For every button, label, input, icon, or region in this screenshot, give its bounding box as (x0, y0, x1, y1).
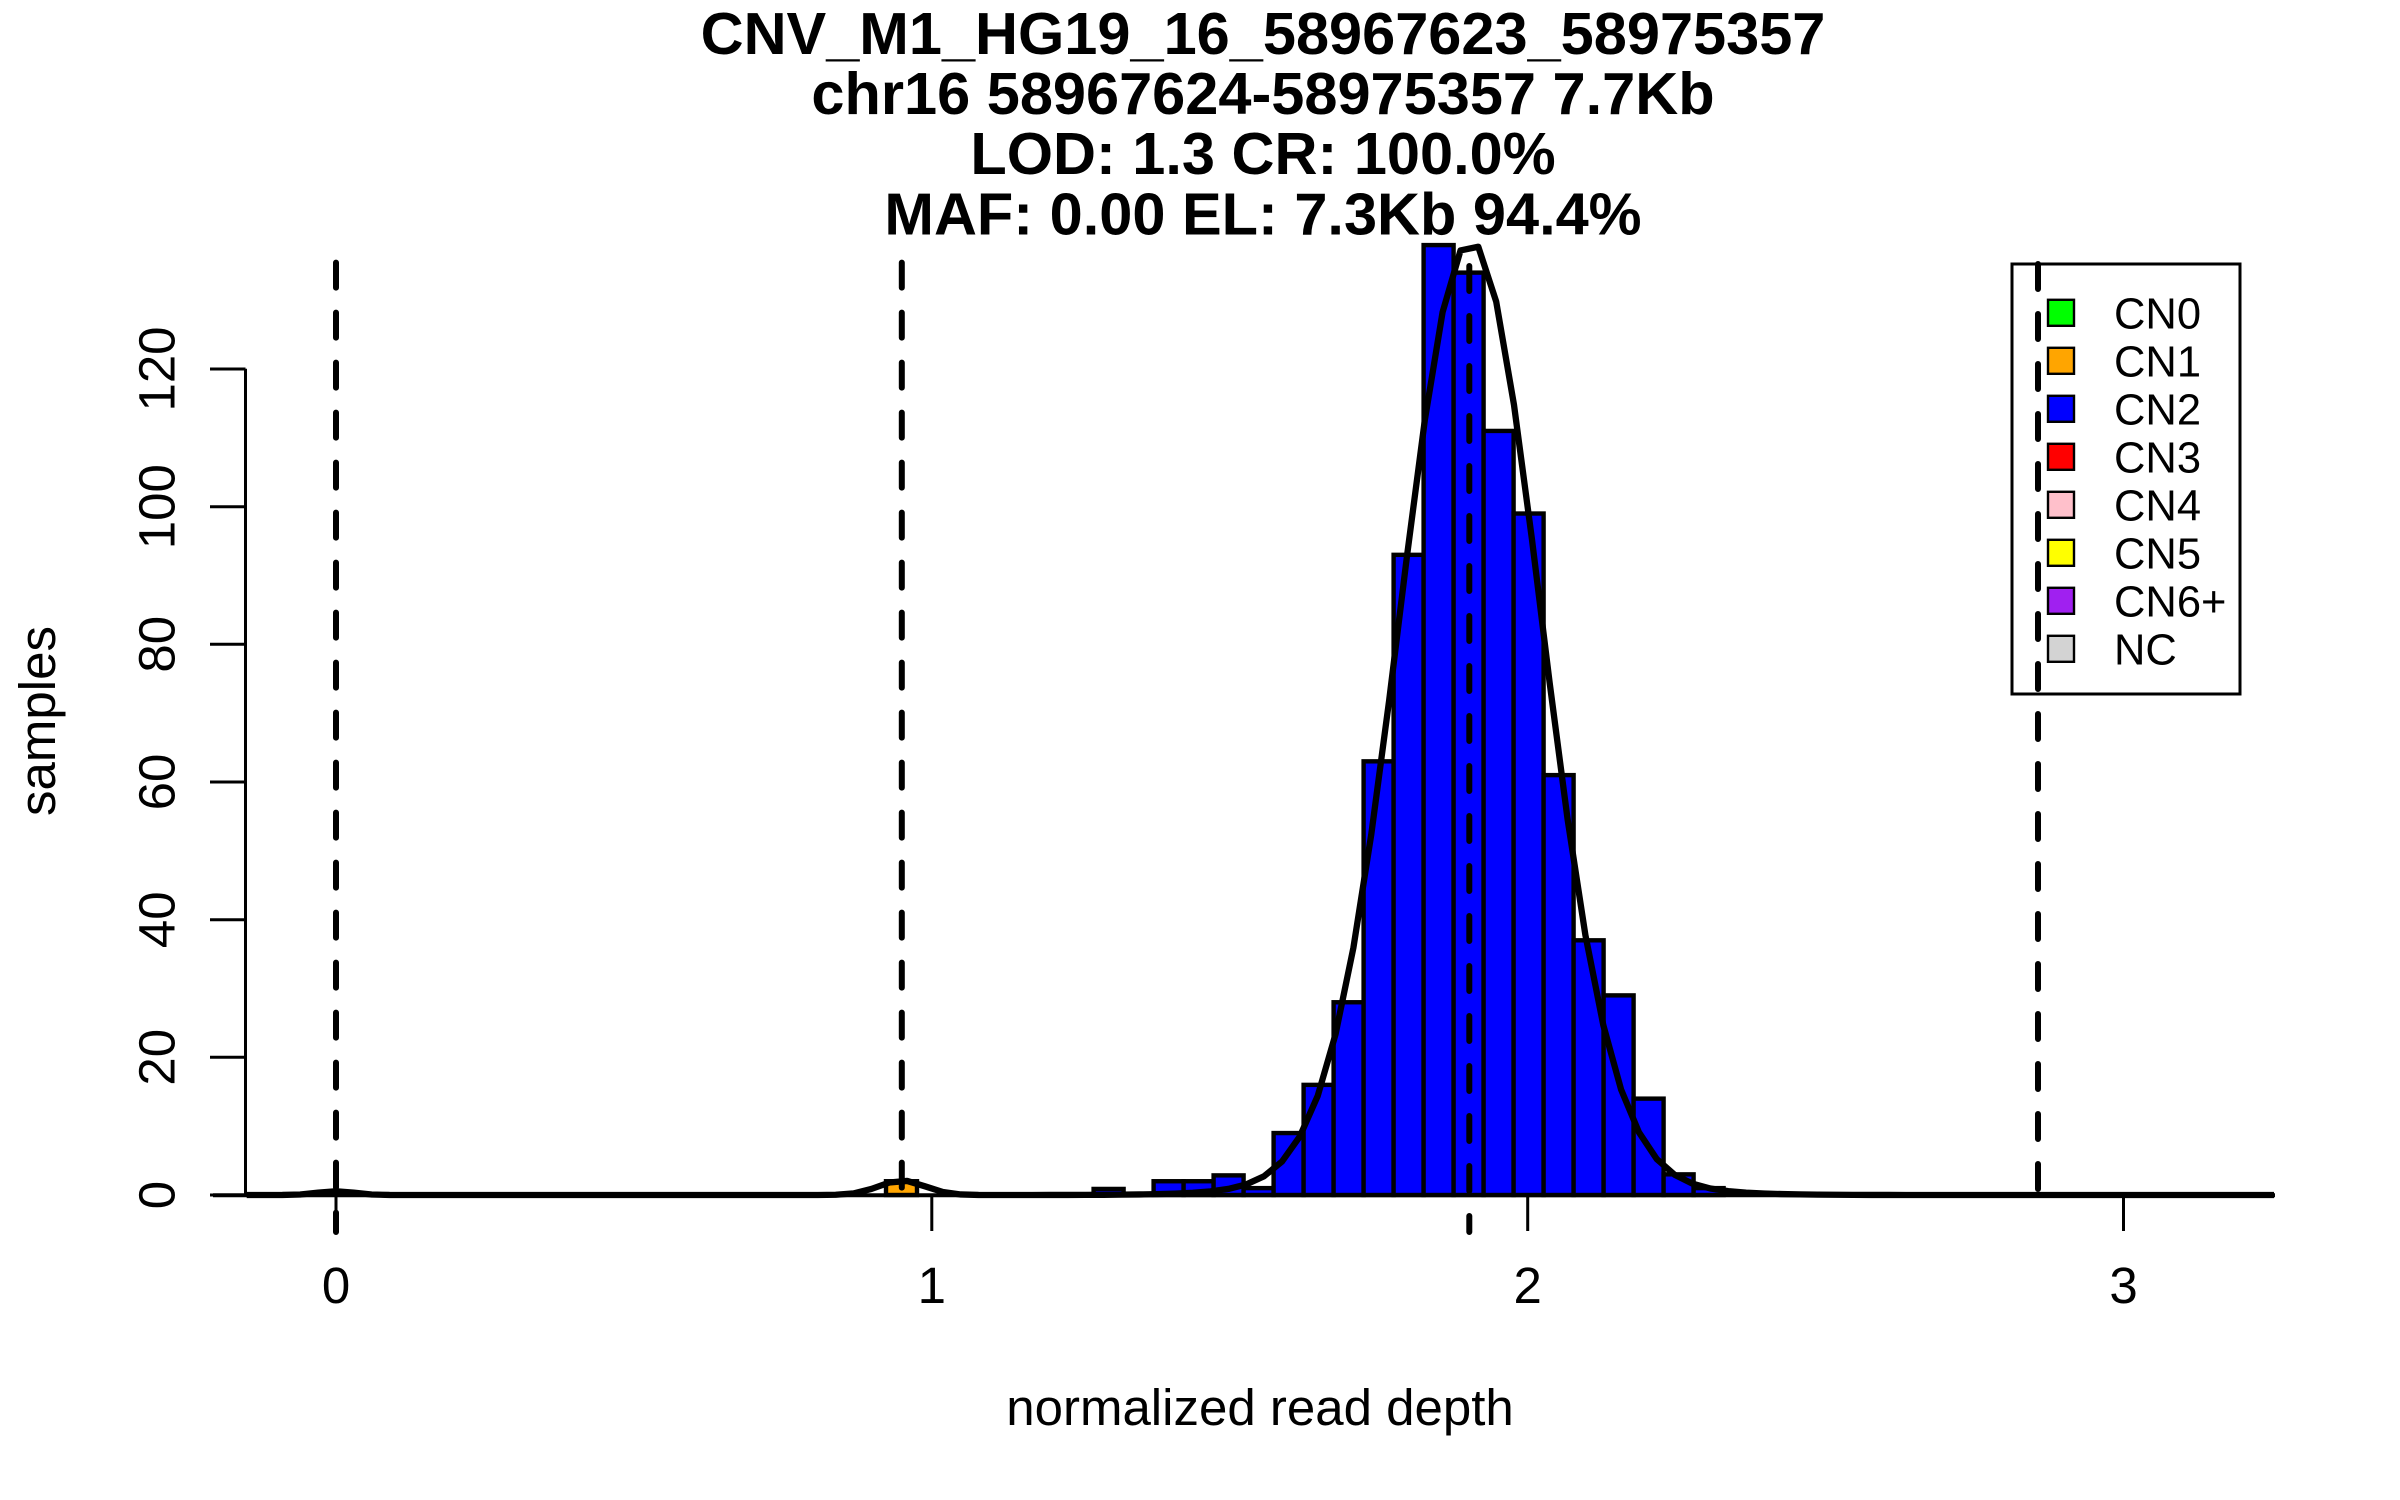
svg-text:CN4: CN4 (2114, 482, 2201, 530)
svg-text:NC: NC (2114, 626, 2177, 674)
svg-text:CN3: CN3 (2114, 434, 2201, 482)
svg-text:CN6+: CN6+ (2114, 578, 2226, 626)
svg-text:CN2: CN2 (2114, 386, 2201, 434)
svg-text:samples: samples (9, 626, 66, 816)
svg-text:CN5: CN5 (2114, 530, 2201, 578)
svg-text:40: 40 (129, 891, 186, 948)
svg-text:normalized read depth: normalized read depth (1006, 1379, 1514, 1436)
svg-text:CN0: CN0 (2114, 290, 2201, 338)
svg-text:CN1: CN1 (2114, 338, 2201, 386)
svg-text:100: 100 (129, 464, 186, 549)
svg-text:3: 3 (2109, 1257, 2137, 1314)
svg-text:1: 1 (918, 1257, 946, 1314)
svg-text:80: 80 (129, 616, 186, 673)
svg-text:120: 120 (129, 326, 186, 411)
svg-text:0: 0 (322, 1257, 350, 1314)
svg-text:chr16 58967624-58975357 7.7Kb: chr16 58967624-58975357 7.7Kb (811, 60, 1714, 127)
svg-text:MAF: 0.00 EL: 7.3Kb 94.4%: MAF: 0.00 EL: 7.3Kb 94.4% (884, 180, 1641, 247)
svg-text:CNV_M1_HG19_16_58967623_589753: CNV_M1_HG19_16_58967623_58975357 (701, 0, 1826, 67)
svg-text:0: 0 (129, 1181, 186, 1209)
svg-text:LOD: 1.3 CR: 100.0%: LOD: 1.3 CR: 100.0% (970, 120, 1555, 187)
svg-text:60: 60 (129, 754, 186, 811)
svg-text:20: 20 (129, 1029, 186, 1086)
svg-text:2: 2 (1514, 1257, 1542, 1314)
